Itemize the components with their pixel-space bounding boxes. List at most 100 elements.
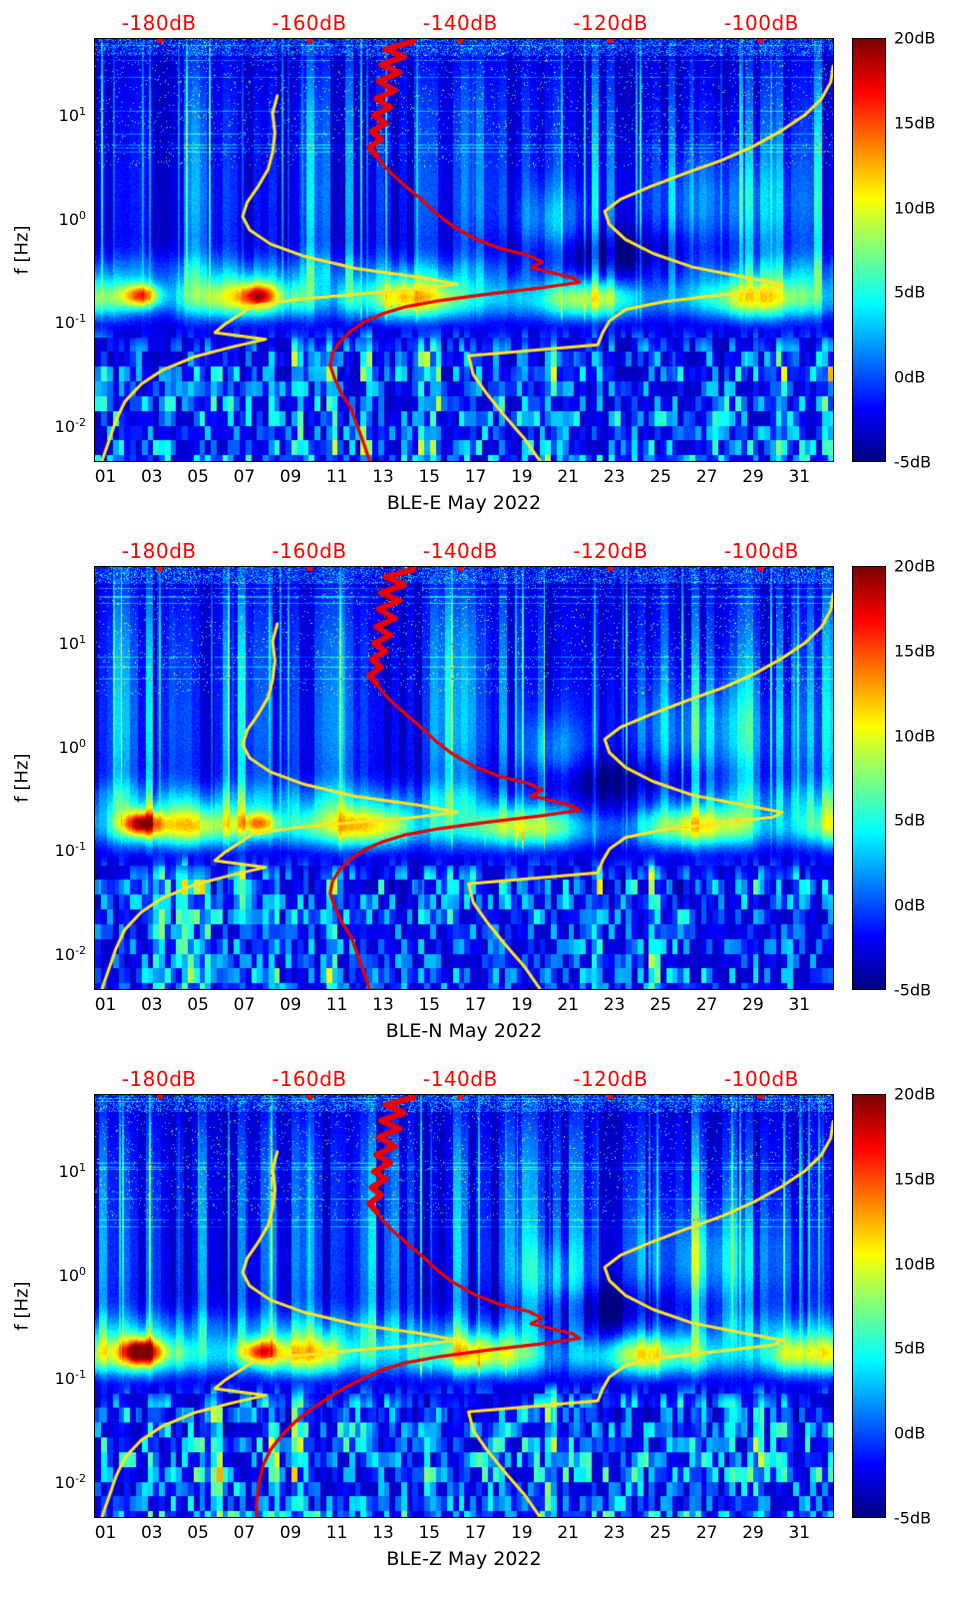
colorbar: [852, 566, 886, 990]
top-axis-db-label: -140dB: [422, 1067, 498, 1091]
colorbar-tick-label: 15dB: [894, 1169, 936, 1189]
x-tick-label: 31: [788, 995, 811, 1015]
x-tick-label: 29: [742, 1523, 764, 1543]
top-axis-db-label: -160dB: [271, 539, 347, 563]
y-tick-labels: 101 100 10-1 10-2: [6, 1094, 94, 1518]
x-tick-label: 11: [325, 995, 348, 1015]
y-tick-label: 101: [58, 104, 86, 125]
x-tick-label: 21: [557, 467, 579, 487]
x-axis-title: BLE-E May 2022: [386, 492, 542, 514]
x-tick-label: 23: [603, 995, 626, 1015]
x-tick-label: 17: [464, 995, 487, 1015]
x-tick-label: 31: [788, 1523, 811, 1543]
colorbar-tick-label: 20dB: [894, 556, 936, 576]
colorbar-tick-label: 5dB: [894, 810, 926, 830]
x-tick-label: 29: [742, 467, 764, 487]
x-tick-label: 01: [94, 995, 117, 1015]
colorbar: [852, 1094, 886, 1518]
top-axis-db-label: -100dB: [724, 11, 799, 35]
y-tick-label: 10-1: [54, 1367, 86, 1389]
x-axis-title: BLE-Z May 2022: [386, 1548, 542, 1570]
x-tick-label: 09: [279, 995, 302, 1015]
y-tick-label: 10-1: [54, 311, 86, 333]
spectrogram-plot-ble-e: [94, 38, 834, 462]
y-tick-label: 10-2: [54, 943, 86, 965]
x-tick-label: 01: [94, 467, 117, 487]
colorbar-tick-label: 5dB: [894, 282, 926, 302]
colorbar-tick-label: -5dB: [894, 452, 932, 472]
top-axis-db-label: -140dB: [422, 539, 498, 563]
top-axis-db-label: -100dB: [724, 1067, 799, 1091]
x-tick-label: 21: [557, 1523, 579, 1543]
colorbar-tick-label: 15dB: [894, 113, 936, 133]
x-tick-label: 03: [140, 1523, 163, 1543]
x-tick-label: 05: [187, 995, 209, 1015]
top-axis-db-label: -180dB: [121, 11, 197, 35]
x-tick-label: 25: [649, 1523, 672, 1543]
colorbar-tick-labels: 20dB 15dB 10dB 5dB 0dB -5dB: [894, 557, 948, 1000]
colorbar-area: 20dB 15dB 10dB 5dB 0dB -5dB: [846, 557, 948, 1000]
x-tick-label: 31: [788, 467, 811, 487]
y-tick-labels: 101 100 10-1 10-2: [6, 566, 94, 990]
x-tick-label: 17: [464, 1523, 487, 1543]
x-axis-title: BLE-N May 2022: [385, 1020, 543, 1042]
x-tick-label: 07: [233, 995, 256, 1015]
x-tick-label: 13: [372, 995, 394, 1015]
colorbar-area: 20dB 15dB 10dB 5dB 0dB -5dB: [846, 29, 948, 472]
x-tick-label: 15: [418, 467, 441, 487]
spectrogram-canvas: [95, 567, 833, 989]
top-axis-db-labels: -180dB -160dB -140dB -120dB -100dB: [94, 1060, 834, 1094]
x-tick-label: 27: [695, 995, 718, 1015]
x-tick-label: 23: [603, 467, 626, 487]
x-tick-label: 27: [695, 467, 718, 487]
x-tick-label: 25: [649, 467, 672, 487]
x-tick-label: 13: [372, 467, 394, 487]
colorbar-tick-labels: 20dB 15dB 10dB 5dB 0dB -5dB: [894, 1085, 948, 1528]
colorbar-tick-label: -5dB: [894, 980, 932, 1000]
panel-ble-e: -180dB -160dB -140dB -120dB -100dB f [Hz] 10…: [6, 4, 962, 520]
spectrogram-plot-ble-n: [94, 566, 834, 990]
y-tick-labels: 101 100 10-1 10-2: [6, 38, 94, 462]
colorbar-tick-label: 0dB: [894, 1423, 926, 1443]
x-tick-label: 11: [325, 467, 348, 487]
x-tick-label: 07: [233, 467, 256, 487]
colorbar-area: 20dB 15dB 10dB 5dB 0dB -5dB: [846, 1085, 948, 1528]
x-tick-label: 13: [372, 1523, 394, 1543]
spectrogram-plot-ble-z: [94, 1094, 834, 1518]
x-tick-label: 23: [603, 1523, 626, 1543]
y-axis-area: f [Hz] 101 100 10-1 10-2: [6, 566, 94, 990]
top-axis-db-label: -160dB: [271, 1067, 347, 1091]
x-tick-label: 19: [510, 1523, 533, 1543]
x-tick-label: 11: [325, 1523, 348, 1543]
top-axis-db-label: -100dB: [724, 539, 799, 563]
colorbar-tick-label: 20dB: [894, 28, 936, 48]
y-tick-label: 100: [58, 208, 86, 229]
colorbar-tick-label: 15dB: [894, 641, 936, 661]
x-tick-label: 09: [279, 467, 302, 487]
x-tick-label: 03: [140, 467, 163, 487]
colorbar-tick-label: 10dB: [894, 726, 936, 746]
x-tick-labels: 01 03 05 07 09 11 13 15 17 19 21 23 25 27 29 31: [94, 1518, 834, 1546]
x-tick-label: 07: [233, 1523, 256, 1543]
x-tick-label: 05: [187, 1523, 209, 1543]
x-tick-label: 09: [279, 1523, 302, 1543]
x-tick-label: 25: [649, 995, 672, 1015]
colorbar-tick-label: 5dB: [894, 1338, 926, 1358]
colorbar-tick-label: 20dB: [894, 1084, 936, 1104]
spectrogram-canvas: [95, 39, 833, 461]
colorbar-tick-label: 10dB: [894, 1254, 936, 1274]
y-axis-area: f [Hz] 101 100 10-1 10-2: [6, 1094, 94, 1518]
x-tick-label: 17: [464, 467, 487, 487]
x-tick-label: 29: [742, 995, 764, 1015]
colorbar-tick-label: 0dB: [894, 895, 926, 915]
top-axis-db-label: -140dB: [422, 11, 498, 35]
panel-ble-n: -180dB -160dB -140dB -120dB -100dB f [Hz] 10…: [6, 532, 962, 1048]
top-axis-db-label: -120dB: [573, 539, 648, 563]
top-axis-db-labels: -180dB -160dB -140dB -120dB -100dB: [94, 4, 834, 38]
x-tick-label: 19: [510, 995, 533, 1015]
top-axis-db-label: -180dB: [121, 1067, 197, 1091]
colorbar-tick-label: -5dB: [894, 1508, 932, 1528]
top-axis-db-label: -160dB: [271, 11, 347, 35]
x-tick-label: 03: [140, 995, 163, 1015]
